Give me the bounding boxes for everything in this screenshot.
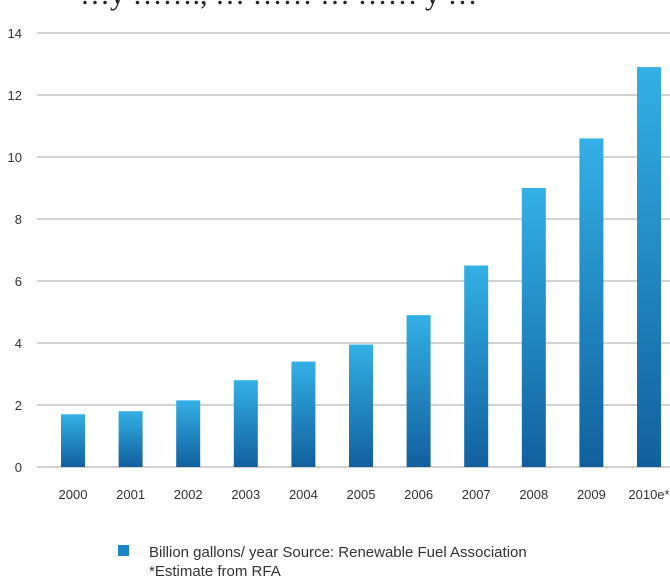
y-tick-label: 0 (15, 460, 22, 475)
y-tick-label: 4 (15, 336, 22, 351)
bar-2008 (521, 188, 546, 467)
bar-2010e* (637, 67, 661, 467)
x-tick-label: 2010e* (628, 487, 669, 502)
bar-2006 (406, 315, 431, 467)
bar-2009 (579, 138, 604, 467)
y-tick-label: 2 (15, 398, 22, 413)
grid-layer (37, 32, 670, 468)
x-tick-label: 2002 (174, 487, 203, 502)
bar-2005 (349, 344, 373, 467)
y-tick-label: 14 (8, 26, 22, 41)
x-tick-label: 2001 (116, 487, 145, 502)
x-tick-label: 2007 (462, 487, 491, 502)
bar-2002 (176, 400, 201, 467)
bar-2001 (118, 411, 143, 467)
x-tick-label: 2000 (59, 487, 88, 502)
legend-swatch (118, 545, 129, 556)
x-tick-label: 2009 (577, 487, 606, 502)
y-tick-label: 12 (8, 88, 22, 103)
top-text-fragment: …y ……., … …… … …… y … (0, 0, 670, 18)
legend-label: Billion gallons/ year Source: Renewable … (149, 544, 527, 561)
bar-2007 (464, 265, 489, 467)
x-axis: 2000 2001 2002 2003 2004 2005 2006 2007 2008 2009… (59, 487, 670, 502)
bar-2000 (61, 414, 85, 467)
y-axis: 0 2 4 6 8 10 12 14 (8, 26, 22, 475)
bars (61, 67, 661, 467)
bar-2004 (291, 361, 316, 467)
y-tick-label: 10 (8, 150, 22, 165)
x-tick-label: 2003 (231, 487, 260, 502)
x-tick-label: 2005 (347, 487, 376, 502)
x-tick-label: 2008 (519, 487, 548, 502)
x-tick-label: 2006 (404, 487, 433, 502)
y-tick-label: 6 (15, 274, 22, 289)
bar-2003 (233, 380, 258, 467)
y-tick-label: 8 (15, 212, 22, 227)
x-tick-label: 2004 (289, 487, 318, 502)
footnote: *Estimate from RFA (149, 563, 281, 580)
